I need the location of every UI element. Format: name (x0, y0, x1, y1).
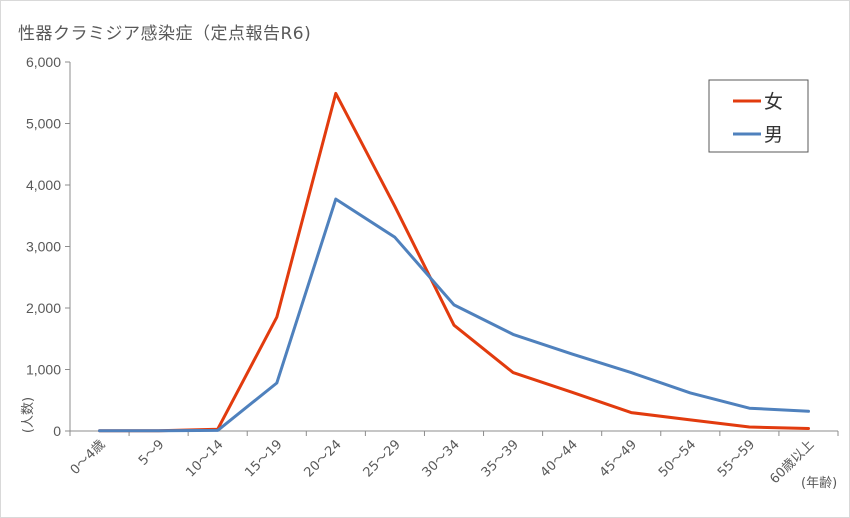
x-tick-label: 5～9 (136, 437, 167, 468)
y-axis-label: (人数) (21, 397, 36, 433)
y-tick-label: 0 (53, 423, 61, 439)
y-tick-label: 5,000 (26, 116, 61, 132)
x-tick-label: 25～29 (361, 437, 404, 480)
x-tick-label: 10～14 (183, 437, 226, 480)
y-tick-label: 6,000 (26, 54, 61, 70)
y-tick-label: 1,000 (26, 362, 61, 378)
legend-label: 男 (764, 124, 783, 146)
series-line-male (98, 197, 810, 433)
x-tick-label: 30～34 (420, 437, 463, 480)
x-tick-label: 20～24 (301, 437, 344, 480)
legend-label: 女 (764, 91, 783, 113)
chart-title: 性器クラミジア感染症（定点報告R6) (18, 24, 312, 44)
legend-box (708, 79, 809, 153)
y-tick-label: 4,000 (26, 177, 61, 193)
x-tick-label: 40～44 (538, 437, 581, 480)
x-tick-label: 15～19 (242, 437, 285, 480)
x-tick-label: 50～54 (656, 437, 699, 480)
x-tick-label: 35～39 (479, 437, 522, 480)
x-tick-label: 0～4歳 (68, 437, 109, 478)
y-tick-label: 3,000 (26, 239, 61, 255)
x-axis-label: (年齢) (801, 476, 837, 491)
y-tick-label: 2,000 (26, 300, 61, 316)
series-line-female (98, 91, 810, 433)
x-tick-label: 45～49 (597, 437, 640, 480)
x-tick-label: 55～59 (715, 437, 758, 480)
